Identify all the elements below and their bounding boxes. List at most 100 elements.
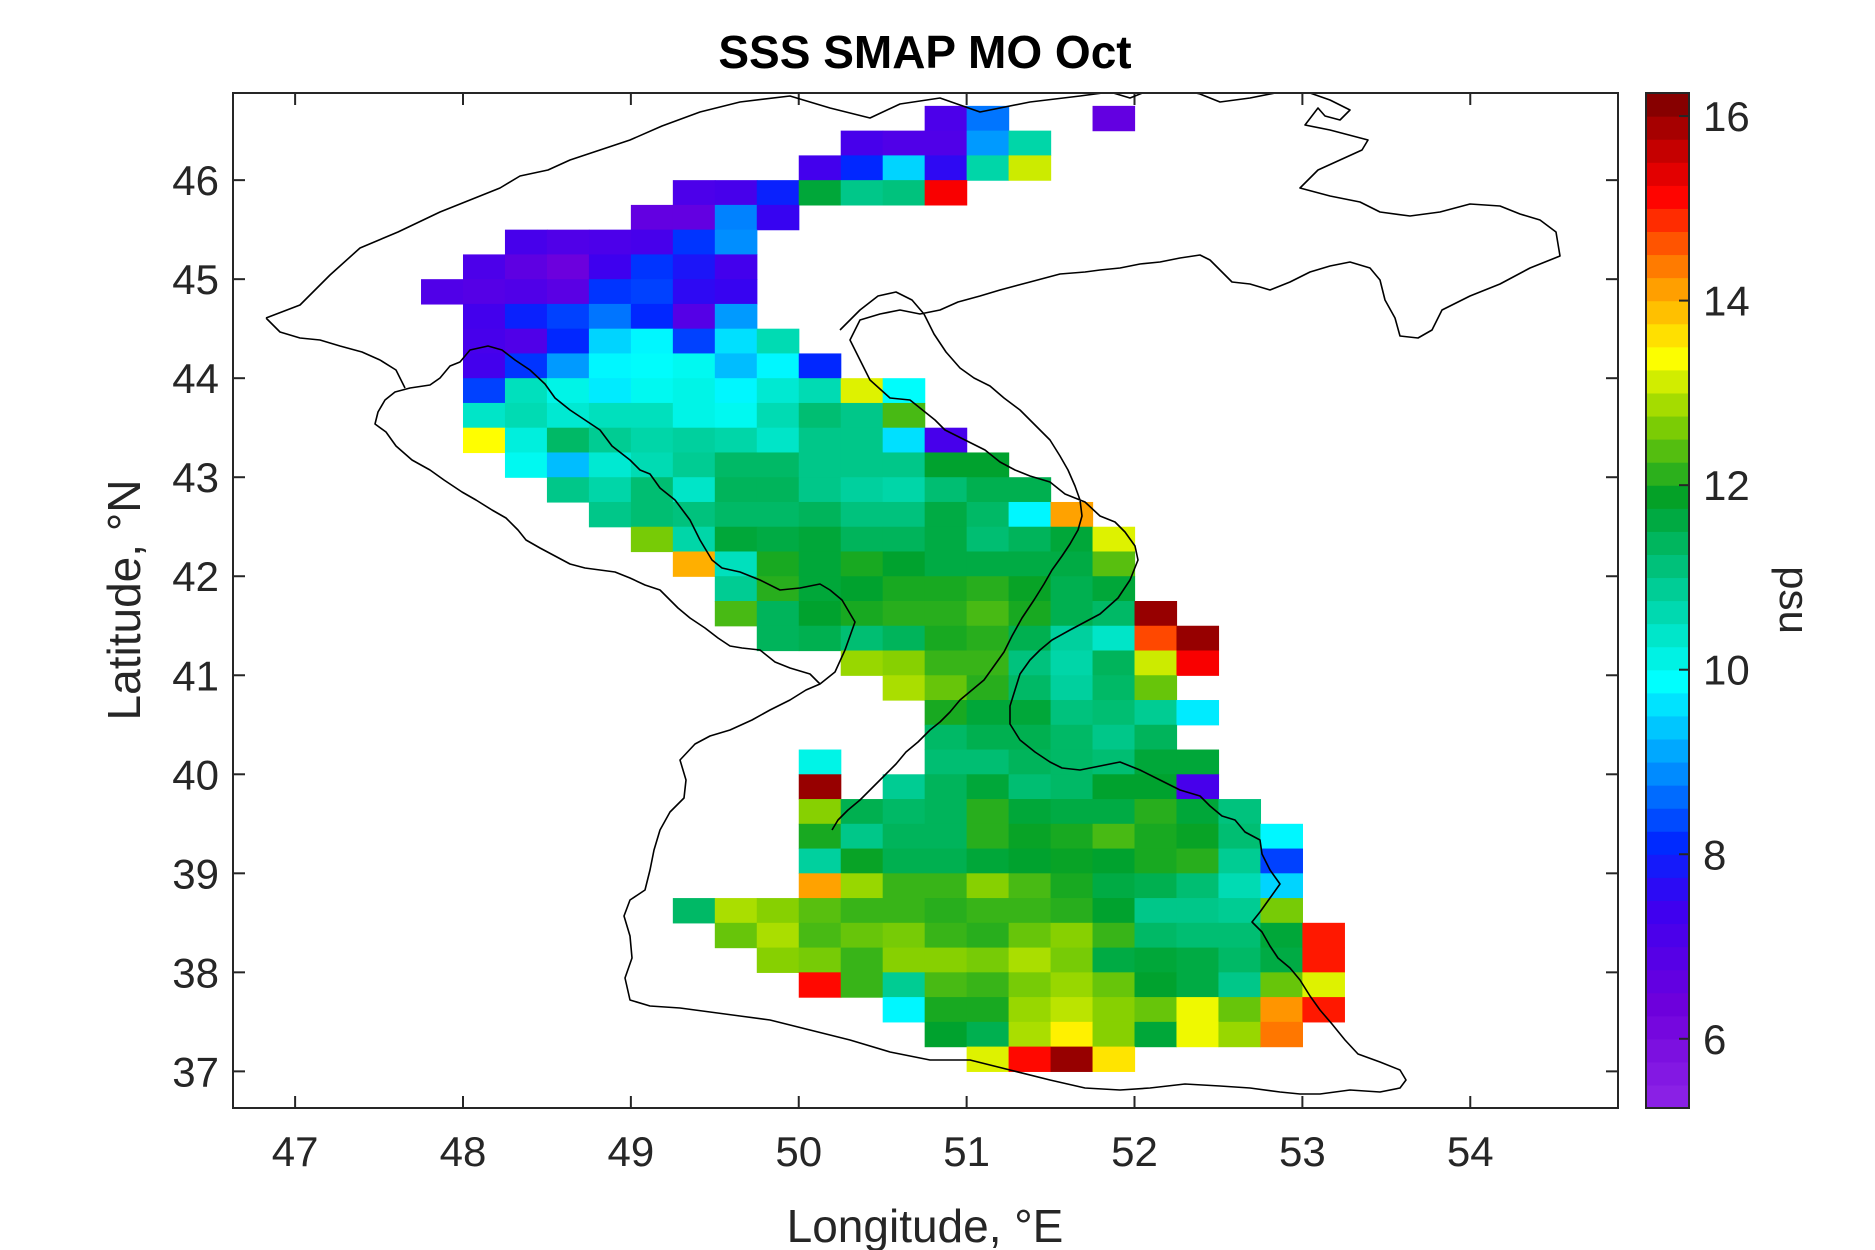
heatmap-cell bbox=[1134, 823, 1178, 850]
y-tick-label: 40 bbox=[172, 751, 219, 798]
heatmap-cell bbox=[924, 601, 968, 627]
colorbar-tick-label: 12 bbox=[1703, 462, 1750, 509]
heatmap-cell bbox=[840, 551, 884, 577]
heatmap-cell bbox=[1092, 848, 1136, 874]
heatmap-cell bbox=[924, 947, 968, 973]
colorbar-swatch bbox=[1646, 1061, 1689, 1086]
heatmap-cell bbox=[966, 675, 1010, 701]
heatmap-cell bbox=[1008, 774, 1052, 800]
y-tick-label: 38 bbox=[172, 949, 219, 996]
heatmap-cell bbox=[882, 774, 926, 800]
heatmap-cell bbox=[504, 427, 548, 454]
heatmap-cell bbox=[1092, 1046, 1136, 1072]
colorbar-swatch bbox=[1646, 900, 1689, 925]
heatmap-cell bbox=[882, 501, 926, 528]
y-tick-label: 43 bbox=[172, 454, 219, 501]
heatmap-cell bbox=[798, 848, 842, 874]
heatmap-cell bbox=[924, 774, 968, 800]
heatmap-cell bbox=[1008, 922, 1052, 949]
heatmap-cell bbox=[1134, 1021, 1178, 1048]
heatmap-cell bbox=[924, 452, 968, 478]
heatmap-cell bbox=[1176, 700, 1220, 726]
heatmap-cell bbox=[1008, 130, 1052, 156]
heatmap-cell bbox=[882, 130, 926, 156]
heatmap-cell bbox=[1092, 873, 1136, 899]
colorbar-swatch bbox=[1646, 692, 1689, 717]
heatmap-cell bbox=[1050, 947, 1094, 973]
heatmap-cell bbox=[840, 477, 884, 503]
heatmap-cell bbox=[798, 947, 842, 973]
heatmap-cell bbox=[924, 1021, 968, 1048]
heatmap-cell bbox=[672, 551, 716, 577]
heatmap-cell bbox=[630, 229, 674, 256]
heatmap-cell bbox=[882, 898, 926, 924]
heatmap-cell bbox=[504, 279, 548, 305]
heatmap-cell bbox=[798, 625, 842, 652]
heatmap-cell bbox=[1092, 922, 1136, 949]
heatmap-cell bbox=[1008, 551, 1052, 577]
heatmap-cell bbox=[924, 749, 968, 775]
heatmap-cell bbox=[756, 378, 800, 404]
heatmap-cell bbox=[798, 402, 842, 429]
colorbar-swatch bbox=[1646, 300, 1689, 325]
heatmap-cell bbox=[1050, 997, 1094, 1023]
heatmap-cell bbox=[882, 848, 926, 874]
heatmap-cell bbox=[966, 823, 1010, 850]
heatmap-cell bbox=[630, 204, 674, 231]
heatmap-cell bbox=[798, 180, 842, 206]
heatmap-cell bbox=[756, 922, 800, 949]
heatmap-cell bbox=[1218, 972, 1262, 998]
heatmap-cell bbox=[1302, 947, 1345, 973]
heatmap-cell bbox=[924, 526, 968, 553]
colorbar: 6 8 10 12 14 16 bbox=[1645, 92, 1750, 1109]
heatmap-cell bbox=[966, 774, 1010, 800]
heatmap-cell bbox=[1092, 675, 1136, 701]
heatmap-cell bbox=[462, 402, 506, 429]
heatmap-cell bbox=[840, 625, 884, 652]
colorbar-swatch bbox=[1646, 185, 1689, 209]
heatmap-cell bbox=[672, 279, 716, 305]
heatmap-cell bbox=[882, 155, 926, 181]
heatmap-cell bbox=[1260, 922, 1303, 949]
heatmap-cell bbox=[756, 427, 800, 454]
heatmap-cell bbox=[1050, 823, 1094, 850]
colorbar-swatch bbox=[1646, 231, 1689, 256]
heatmap-cell bbox=[966, 477, 1010, 503]
heatmap-cell bbox=[966, 576, 1010, 602]
heatmap-cell bbox=[924, 551, 968, 577]
colorbar-swatch bbox=[1646, 854, 1689, 878]
heatmap-cell bbox=[1008, 1021, 1052, 1048]
heatmap-cell bbox=[966, 625, 1010, 652]
heatmap-cell bbox=[966, 848, 1010, 874]
colorbar-swatch bbox=[1646, 415, 1689, 440]
heatmap-cell bbox=[1008, 873, 1052, 899]
heatmap-cell bbox=[924, 972, 968, 998]
colorbar-swatch bbox=[1646, 600, 1689, 625]
heatmap-cell bbox=[1008, 526, 1052, 553]
heatmap-cell bbox=[924, 823, 968, 850]
heatmap-cell bbox=[504, 402, 548, 429]
heatmap-cell bbox=[1134, 650, 1178, 676]
heatmap-cell bbox=[1260, 848, 1303, 874]
heatmap-cell bbox=[504, 229, 548, 256]
heatmap-cell bbox=[924, 898, 968, 924]
heatmap-cell bbox=[756, 526, 800, 553]
heatmap-cell bbox=[756, 947, 800, 973]
colorbar-swatch bbox=[1646, 738, 1689, 763]
heatmap-cell bbox=[588, 303, 632, 330]
heatmap-cell bbox=[588, 229, 632, 256]
colorbar-swatch bbox=[1646, 462, 1689, 486]
heatmap-cell bbox=[1050, 625, 1094, 652]
colorbar-swatch bbox=[1646, 577, 1689, 602]
heatmap-cell bbox=[672, 526, 716, 553]
colorbar-swatch bbox=[1646, 277, 1689, 302]
heatmap-cell bbox=[672, 402, 716, 429]
heatmap-cell bbox=[462, 303, 506, 330]
heatmap-cell bbox=[1218, 997, 1262, 1023]
heatmap-cell bbox=[966, 898, 1010, 924]
colorbar-swatch bbox=[1646, 392, 1689, 417]
heatmap-cell bbox=[1092, 650, 1136, 676]
colorbar-tick-label: 8 bbox=[1703, 831, 1726, 878]
heatmap-cell bbox=[1092, 576, 1136, 602]
heatmap-cell bbox=[630, 402, 674, 429]
